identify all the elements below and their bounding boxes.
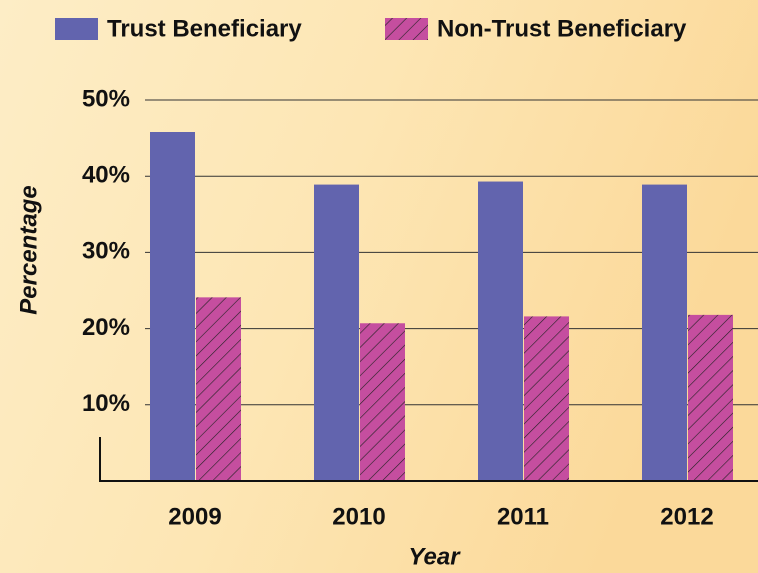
y-tick-label: 10% xyxy=(82,390,130,417)
x-tick-label: 2010 xyxy=(332,503,385,530)
bar xyxy=(642,184,687,481)
bar-hatch xyxy=(196,297,241,481)
legend-swatch xyxy=(55,18,98,40)
bar xyxy=(150,132,195,481)
y-tick-label: 50% xyxy=(82,85,130,112)
bar xyxy=(314,184,359,481)
bar-hatch xyxy=(524,316,569,481)
x-axis-label: Year xyxy=(408,543,461,570)
x-tick-label: 2011 xyxy=(497,503,549,530)
y-tick-label: 40% xyxy=(82,162,130,189)
legend-swatch-hatch xyxy=(385,18,428,40)
x-tick-label: 2009 xyxy=(168,503,221,530)
legend-label: Non-Trust Beneficiary xyxy=(437,15,687,42)
x-tick-label: 2012 xyxy=(660,503,713,530)
y-axis-label: Percentage xyxy=(15,185,42,314)
y-tick-label: 20% xyxy=(82,314,130,341)
y-tick-label: 30% xyxy=(82,238,130,265)
bar-hatch xyxy=(688,314,733,481)
bar-hatch xyxy=(360,323,405,481)
legend-label: Trust Beneficiary xyxy=(107,15,302,42)
bar xyxy=(478,181,523,481)
